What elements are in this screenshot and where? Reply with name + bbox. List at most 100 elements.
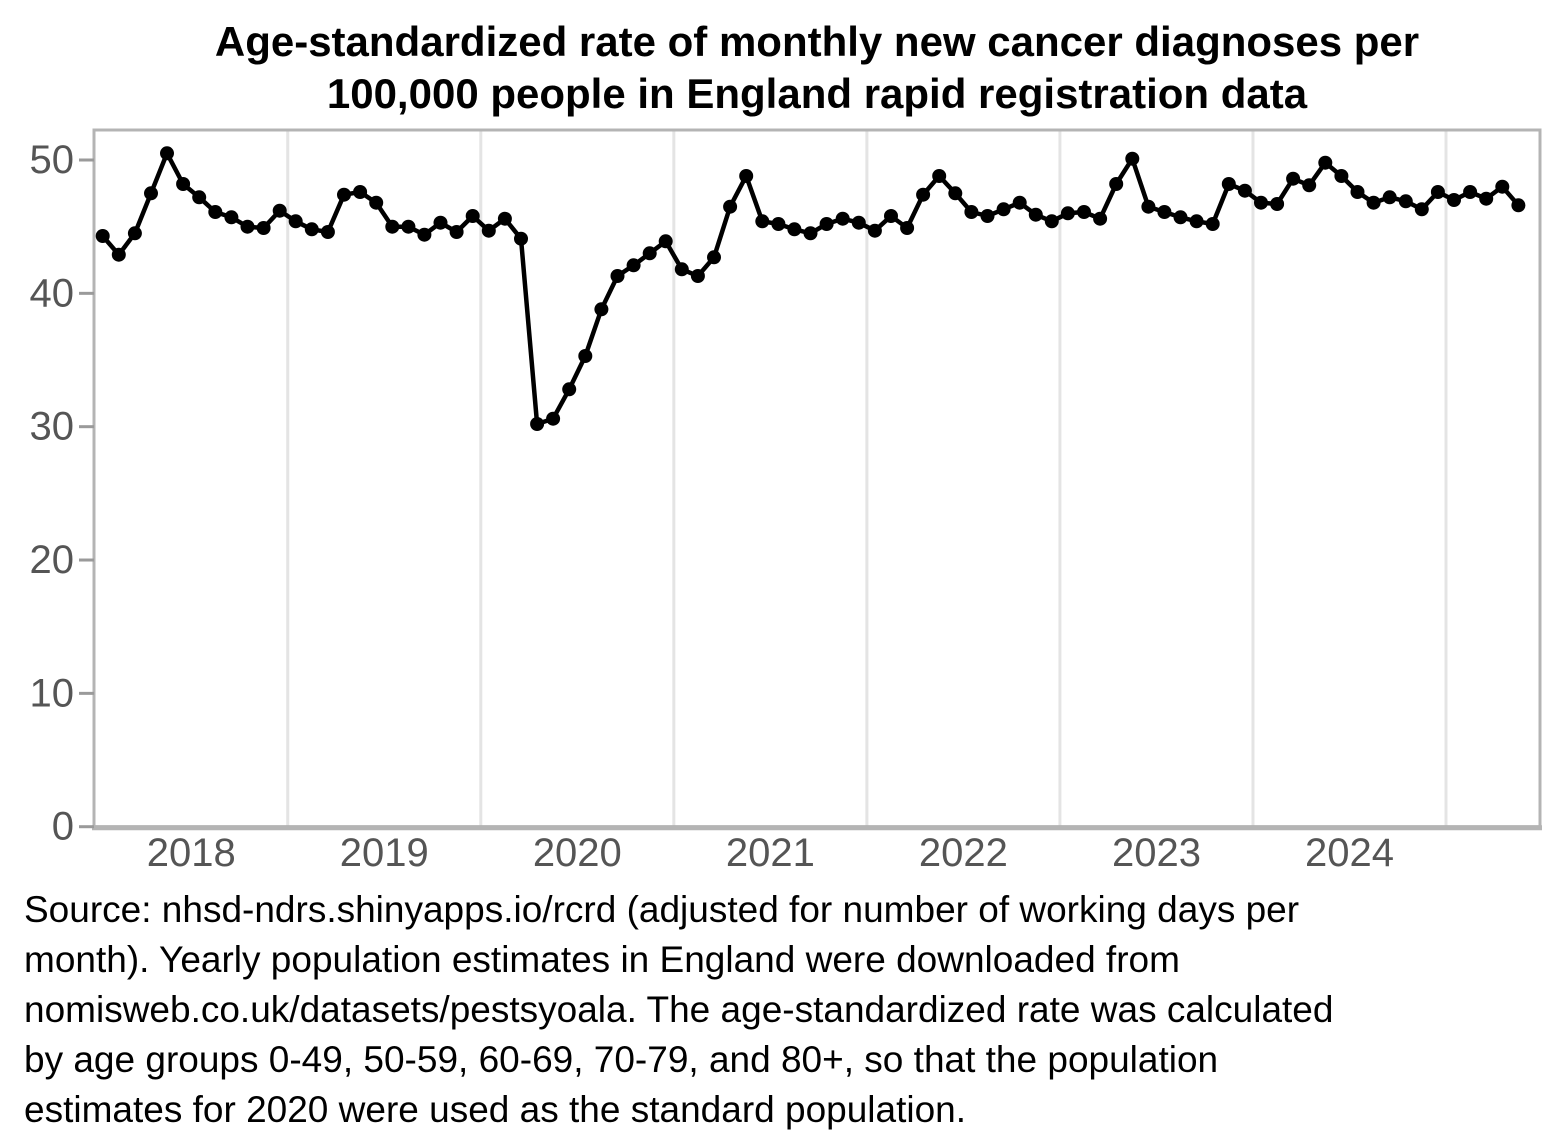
data-point: [401, 219, 416, 234]
y-tick-label: 20: [30, 538, 75, 582]
data-point: [1479, 191, 1494, 206]
data-point: [867, 223, 882, 238]
source-caption: Source: nhsd-ndrs.shinyapps.io/rcrd (adj…: [24, 889, 1334, 1130]
data-point: [1511, 198, 1526, 213]
data-point: [497, 211, 512, 226]
data-point: [224, 210, 239, 225]
data-point: [127, 226, 142, 241]
data-point: [417, 227, 432, 242]
data-point: [562, 382, 577, 397]
data-point: [787, 222, 802, 237]
chart-title: Age-standardized rate of monthly new can…: [214, 18, 1420, 117]
data-point: [964, 205, 979, 219]
data-point: [546, 411, 561, 426]
data-point: [433, 215, 448, 230]
data-point: [1141, 199, 1156, 214]
data-point: [1189, 214, 1204, 229]
data-point: [851, 215, 866, 230]
data-point: [578, 349, 593, 363]
x-year-label: 2024: [1305, 831, 1394, 875]
data-point: [1382, 190, 1397, 205]
data-point: [176, 177, 191, 191]
data-point: [481, 223, 496, 238]
data-point: [642, 246, 657, 261]
data-point: [884, 209, 898, 223]
data-point: [1270, 197, 1285, 211]
data-point: [803, 226, 818, 241]
data-point: [1318, 155, 1333, 170]
x-year-label: 2018: [147, 831, 236, 875]
data-point: [1237, 183, 1252, 198]
y-tick-label: 0: [52, 805, 74, 849]
data-point: [900, 221, 915, 235]
data-point: [674, 262, 689, 277]
data-point: [95, 229, 110, 243]
data-point: [690, 269, 705, 283]
data-point: [771, 217, 786, 231]
data-point: [658, 234, 673, 249]
data-point: [514, 231, 528, 246]
data-line: [100, 151, 1521, 427]
y-tick-label: 30: [30, 405, 75, 449]
y-tick-label: 40: [30, 271, 75, 315]
data-point: [1028, 207, 1043, 222]
data-point: [1463, 185, 1478, 199]
data-point: [111, 247, 126, 262]
data-point: [465, 209, 480, 223]
data-point: [144, 186, 158, 201]
cancer-rate-chart: 0 10 20 30 40 50 2018 2019 2020 2021 2022 2023 2024: [30, 128, 1542, 875]
data-point: [1221, 177, 1236, 191]
data-point: [385, 219, 400, 234]
data-point: [1012, 195, 1027, 210]
data-point: [1495, 179, 1510, 194]
data-point: [449, 225, 464, 239]
data-point: [1044, 214, 1059, 229]
data-point: [272, 203, 287, 218]
data-point: [304, 222, 319, 237]
data-point: [1157, 205, 1172, 219]
data-point: [1366, 195, 1381, 210]
x-year-label: 2020: [533, 831, 622, 875]
x-year-label: 2019: [340, 831, 429, 875]
data-point: [353, 185, 368, 199]
data-point: [1302, 178, 1317, 193]
data-point: [1447, 193, 1461, 207]
data-point: [530, 417, 545, 431]
data-point: [1077, 205, 1091, 219]
data-point: [707, 250, 721, 265]
data-point: [739, 169, 754, 183]
data-point: [1286, 171, 1301, 186]
data-point: [1093, 211, 1108, 226]
y-tick-label: 50: [30, 138, 75, 182]
data-point: [1398, 194, 1413, 209]
data-point: [1334, 169, 1349, 183]
data-point: [1205, 217, 1220, 231]
y-tick-label: 10: [30, 671, 75, 715]
data-point: [948, 186, 963, 201]
data-point: [916, 187, 931, 202]
data-point: [996, 202, 1011, 217]
data-point: [1350, 185, 1365, 199]
data-point: [835, 211, 850, 226]
data-point: [723, 199, 738, 214]
data-point: [337, 187, 351, 202]
data-point: [1109, 177, 1124, 191]
x-year-label: 2022: [919, 831, 1008, 875]
data-point: [192, 190, 207, 205]
data-point: [1125, 151, 1140, 166]
data-point: [626, 258, 641, 273]
data-point: [240, 219, 255, 234]
data-point: [819, 217, 834, 231]
data-point: [610, 269, 625, 283]
data-point: [160, 146, 174, 161]
x-year-label: 2023: [1112, 831, 1201, 875]
data-point: [1060, 206, 1075, 221]
x-year-label: 2021: [726, 831, 815, 875]
data-point: [980, 209, 995, 223]
data-point: [288, 214, 303, 229]
data-point: [1173, 210, 1188, 225]
data-point: [320, 225, 335, 239]
data-point: [755, 214, 770, 229]
data-point: [1430, 185, 1445, 199]
data-point: [208, 205, 223, 219]
